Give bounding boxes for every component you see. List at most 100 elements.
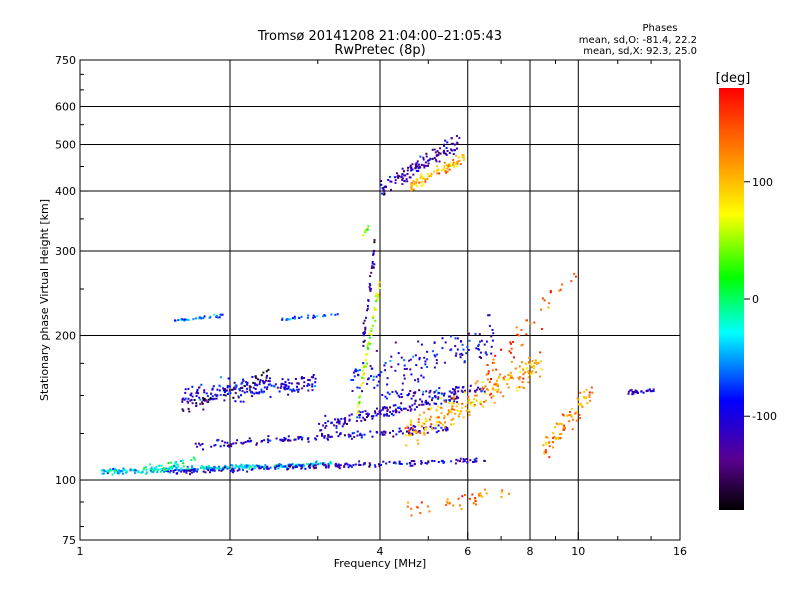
echo-point (243, 391, 246, 394)
echo-point (411, 464, 414, 467)
echo-point (420, 425, 423, 428)
echo-point (635, 390, 638, 392)
echo-point (424, 427, 427, 430)
echo-point (167, 467, 170, 470)
echo-point (414, 167, 417, 170)
echo-point (246, 470, 249, 473)
echo-point (420, 501, 423, 504)
echo-point (499, 373, 502, 376)
echo-point (203, 466, 206, 469)
echo-point (335, 421, 338, 424)
echo-point (590, 386, 593, 389)
echo-point (429, 418, 431, 421)
echo-point (444, 152, 447, 155)
echo-point (194, 468, 197, 471)
echo-point (223, 444, 226, 447)
echo-point (372, 315, 375, 318)
x-tick-label: 10 (571, 545, 585, 558)
echo-point (438, 172, 441, 175)
echo-point (410, 169, 413, 172)
echo-point (487, 389, 490, 392)
echo-point (446, 141, 449, 144)
echo-point (401, 173, 404, 175)
echo-point (186, 465, 189, 468)
echo-point (494, 389, 497, 391)
echo-point (421, 422, 424, 425)
echo-point (196, 391, 199, 394)
echo-point (240, 382, 243, 385)
echo-point (254, 388, 257, 390)
echo-point (265, 388, 268, 391)
echo-point (548, 302, 551, 305)
echo-point (237, 396, 240, 399)
echo-point (314, 377, 317, 380)
echo-point (190, 398, 193, 401)
echo-point (457, 402, 459, 405)
echo-point (338, 422, 341, 425)
echo-point (373, 386, 376, 389)
echo-point (415, 162, 418, 165)
echo-point (255, 443, 258, 446)
echo-point (561, 413, 564, 416)
x-tick-label: 8 (527, 545, 534, 558)
echo-point (358, 386, 361, 389)
echo-point (403, 359, 406, 362)
echo-point (461, 343, 464, 346)
echo-point (348, 414, 351, 417)
echo-point (562, 427, 565, 430)
echo-point (454, 337, 457, 340)
echo-point (240, 441, 243, 444)
echo-point (541, 297, 544, 300)
echo-point (444, 400, 447, 403)
echo-point (327, 463, 330, 465)
echo-point (570, 407, 573, 410)
echo-point (375, 295, 378, 297)
x-tick-label: 1 (77, 545, 84, 558)
echo-point (365, 365, 367, 368)
echo-point (424, 462, 427, 464)
echo-point (416, 160, 419, 163)
echo-point (303, 377, 305, 379)
echo-point (185, 469, 188, 472)
echo-point (142, 469, 145, 472)
colorbar-tick-label: 100 (752, 176, 773, 189)
echo-point (379, 433, 382, 436)
echo-point (329, 436, 332, 438)
echo-point (478, 493, 481, 496)
echo-point (227, 393, 229, 395)
echo-point (220, 467, 223, 470)
echo-point (363, 364, 366, 367)
echo-point (452, 388, 454, 391)
echo-point (409, 409, 412, 412)
echo-point (221, 313, 224, 316)
echo-point (428, 175, 431, 178)
echo-point (315, 461, 318, 464)
echo-point (235, 465, 238, 468)
echo-point (451, 163, 454, 166)
echo-point (253, 392, 256, 395)
echo-point (442, 151, 445, 154)
echo-point (450, 391, 453, 394)
echo-point (328, 462, 331, 465)
echo-point (425, 152, 428, 155)
echo-point (475, 503, 478, 506)
echo-point (230, 445, 233, 448)
echo-point (492, 358, 495, 361)
echo-point (521, 386, 524, 389)
echo-point (386, 397, 388, 400)
echo-point (179, 318, 182, 321)
echo-point (456, 348, 459, 351)
echo-point (101, 472, 104, 475)
echo-point (244, 441, 247, 443)
echo-point (492, 361, 494, 364)
echo-point (286, 468, 289, 471)
echo-point (437, 397, 440, 400)
echo-point (416, 185, 419, 188)
echo-point (359, 432, 362, 435)
echo-point (408, 392, 410, 395)
echo-point (266, 374, 268, 377)
echo-point (433, 170, 436, 173)
echo-point (337, 463, 340, 466)
echo-point (547, 442, 550, 444)
echo-point (436, 353, 439, 356)
